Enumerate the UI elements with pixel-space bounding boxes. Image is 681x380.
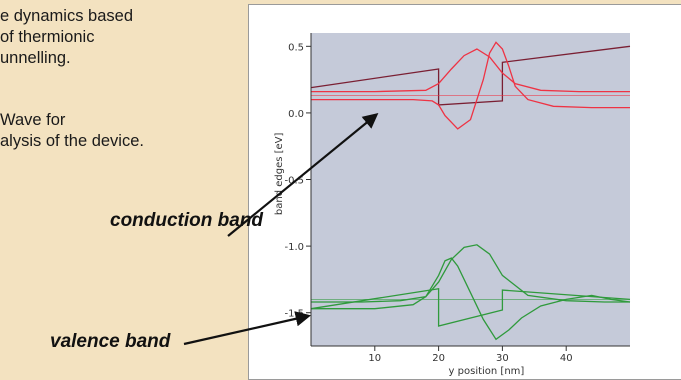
x-tick-label: 10 — [368, 353, 381, 364]
valence-band-line-7 — [311, 257, 631, 341]
conduction-band-line-3 — [311, 41, 630, 130]
valence-band-label: valence band — [50, 331, 171, 352]
y-axis-label: band edges [eV] — [274, 132, 285, 215]
x-tick-label: 30 — [496, 353, 509, 364]
bullet-1-line-1: e dynamics based — [0, 7, 133, 25]
valence-band-arrow — [183, 311, 312, 346]
bullet-2-line-1: Wave for — [0, 111, 66, 129]
conduction-band-arrow — [227, 113, 379, 237]
bullet-paragraph-1: e dynamics based of thermionic unnelling… — [0, 6, 133, 69]
x-tick-label: 20 — [432, 353, 445, 364]
x-axis-label: y position [nm] — [449, 366, 525, 377]
valence-band-line-6 — [311, 244, 630, 303]
y-tick-label: 0.0 — [288, 109, 304, 120]
y-tick-label: -1.5 — [284, 309, 304, 320]
conduction-band-line-2 — [311, 48, 630, 93]
y-tick-label: 0.5 — [288, 42, 304, 53]
bullet-1-line-3: unnelling. — [0, 49, 71, 67]
y-tick-label: -1.0 — [284, 242, 304, 253]
bullet-1-line-2: of thermionic — [0, 28, 95, 46]
bullet-2-line-2: alysis of the device. — [0, 132, 144, 150]
conduction-band-label: conduction band — [110, 210, 264, 231]
bullet-paragraph-2: Wave for alysis of the device. — [0, 110, 144, 152]
conduction-band-line-1 — [310, 45, 631, 106]
x-tick-label: 40 — [560, 353, 573, 364]
